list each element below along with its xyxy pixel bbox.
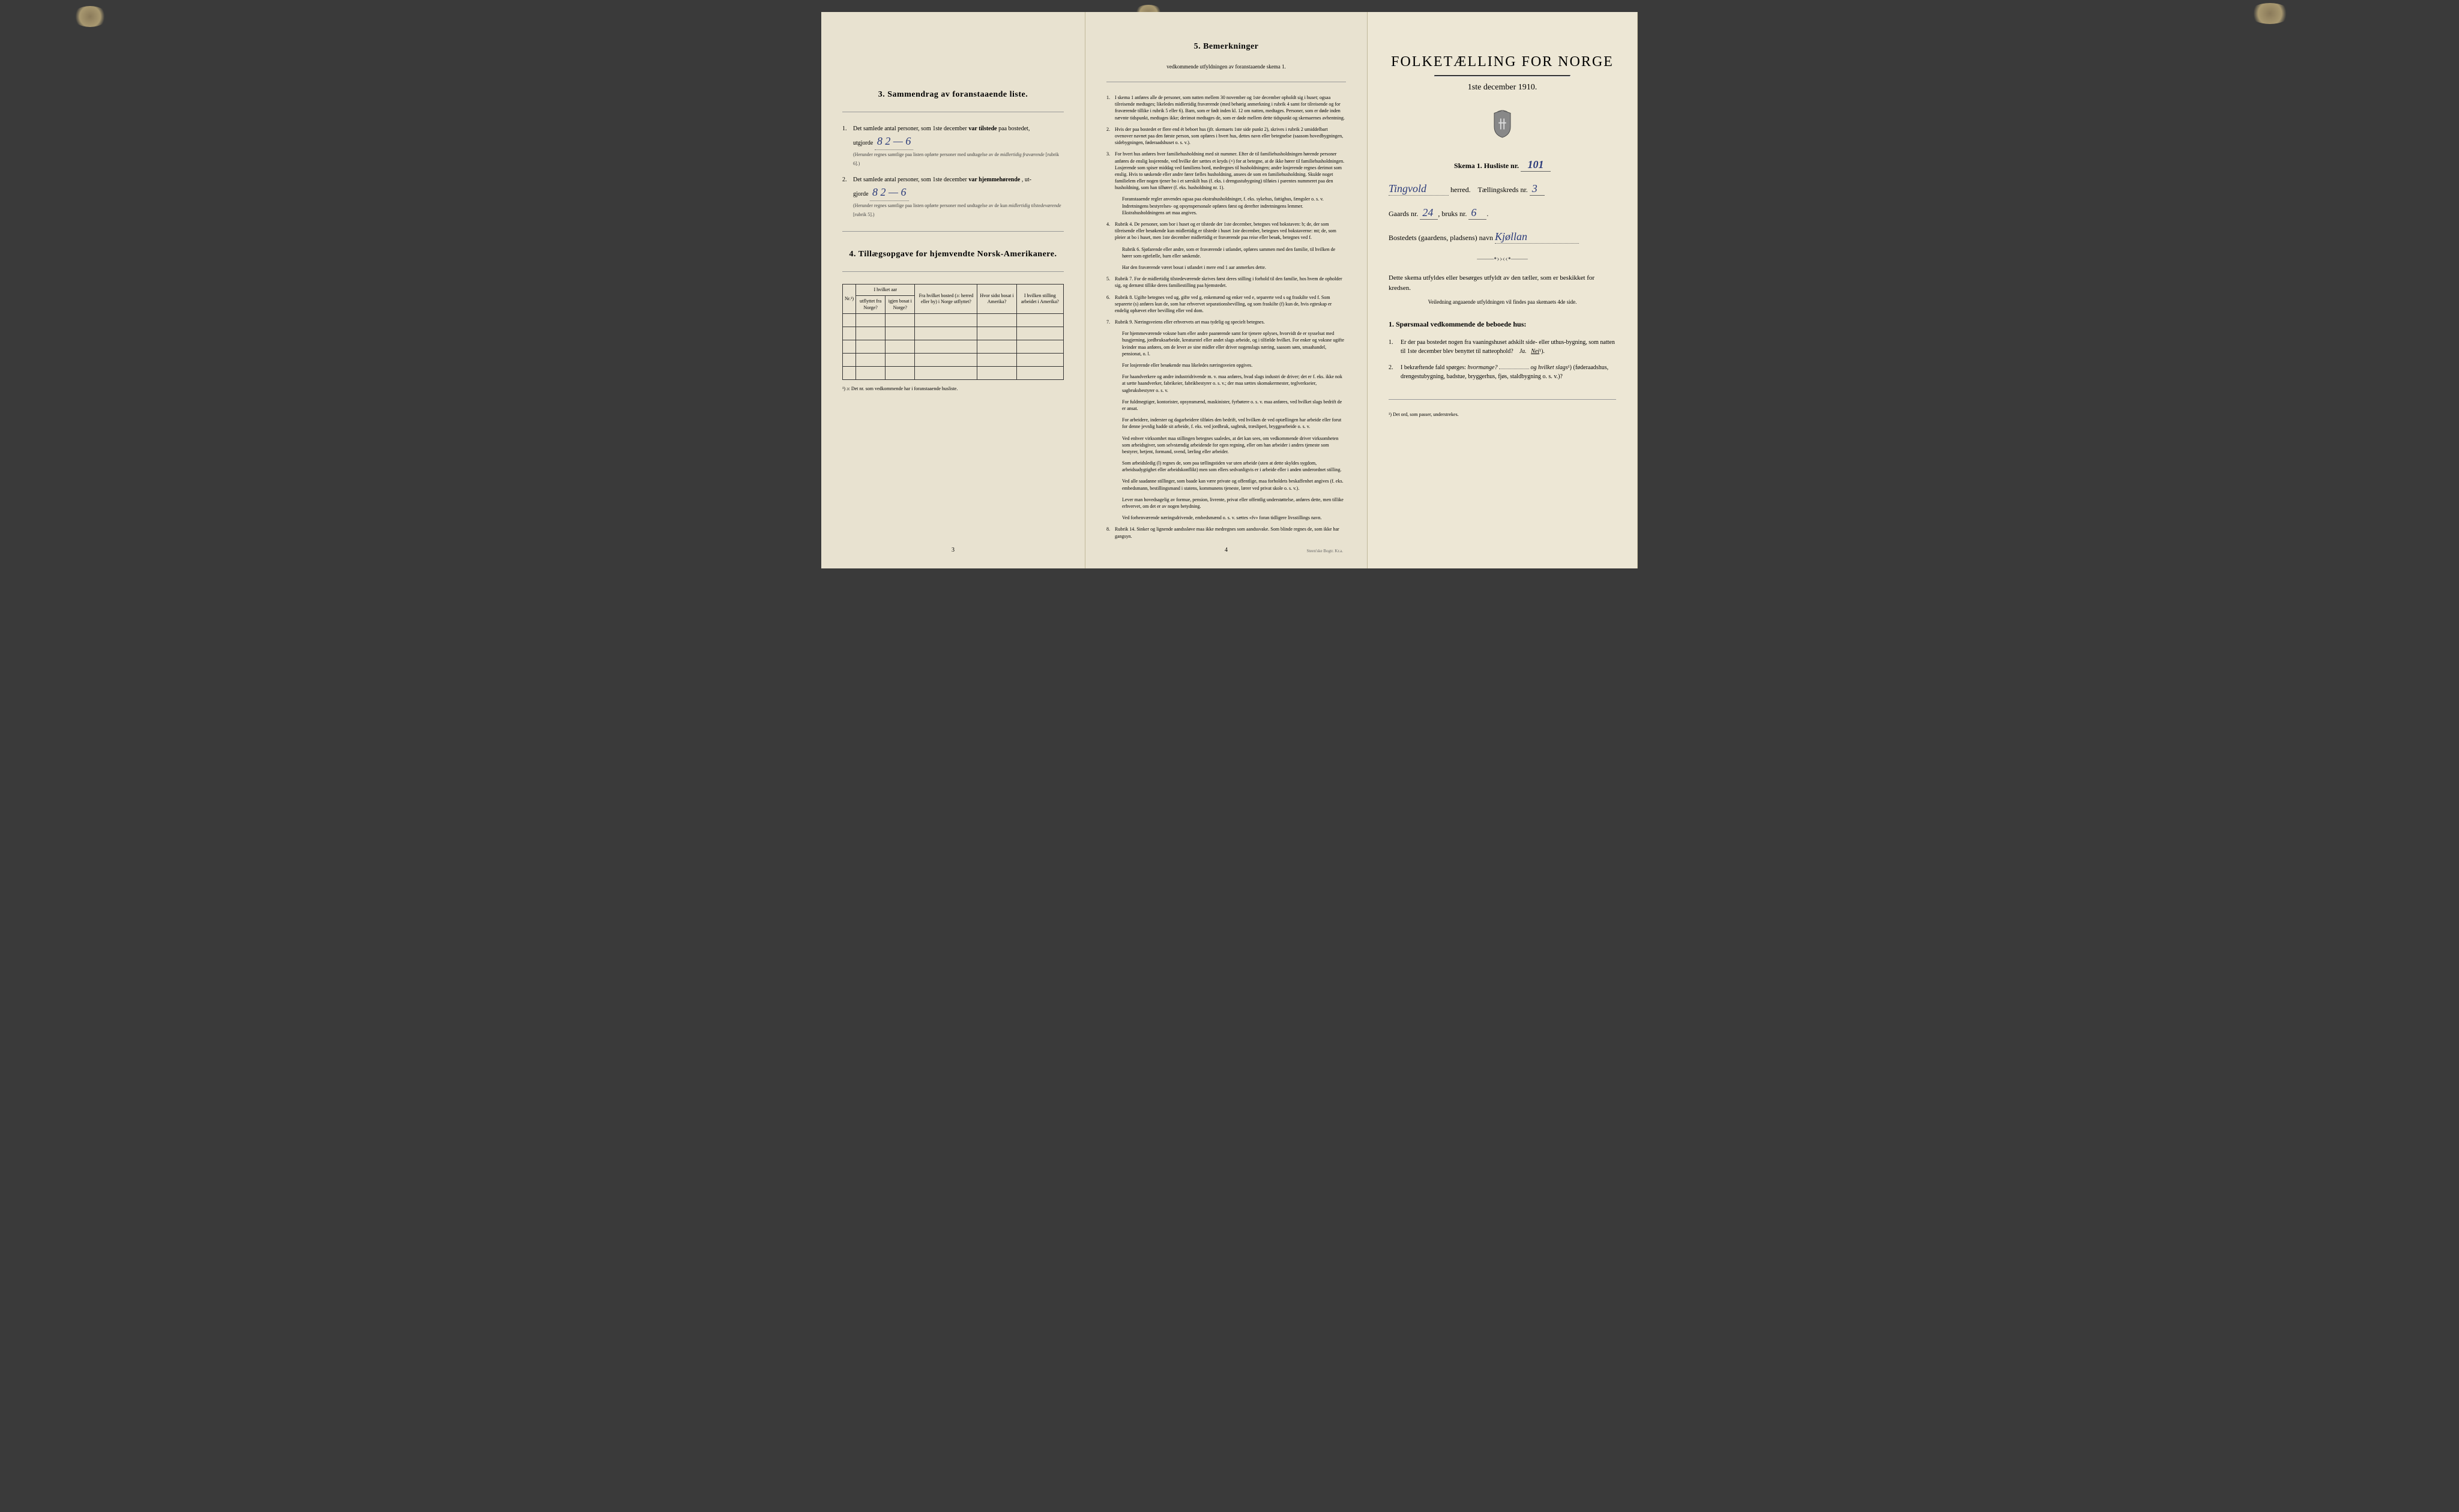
page-3: 3. Sammendrag av foranstaaende liste. 1.… xyxy=(821,12,1085,568)
remark-item: Har den fraværende været bosat i utlande… xyxy=(1106,264,1346,271)
questions-title: 1. Spørsmaal vedkommende de beboede hus: xyxy=(1389,320,1616,329)
table-header: Nr.¹) xyxy=(843,285,856,314)
remark-item: Ved enhver virksomhet maa stillingen bet… xyxy=(1106,435,1346,456)
remark-item: For hjemmeværende voksne barn eller andr… xyxy=(1106,330,1346,357)
remark-item: Ved alle saadanne stillinger, som baade … xyxy=(1106,478,1346,491)
question-1: 1. Er der paa bostedet nogen fra vaaning… xyxy=(1389,338,1616,356)
instructions-note: Veiledning angaaende utfyldningen vil fi… xyxy=(1389,299,1616,305)
remark-item: For fuldmegtiger, kontorister, opsynsmæn… xyxy=(1106,399,1346,412)
husliste-nr: 101 xyxy=(1521,158,1551,172)
footnote: ¹) Det ord, som passer, understrekes. xyxy=(1389,412,1616,417)
remark-item: 5.Rubrik 7. For de midlertidig tilstedev… xyxy=(1106,276,1346,289)
remark-item: 3.For hvert hus anføres hver familiehush… xyxy=(1106,151,1346,191)
bosted-name: Kjøllan xyxy=(1495,230,1579,244)
remarks-list: 1.I skema 1 anføres alle de personer, so… xyxy=(1106,94,1346,540)
page-number: 4 xyxy=(1225,547,1228,553)
census-document: 3. Sammendrag av foranstaaende liste. 1.… xyxy=(821,12,1638,568)
divider xyxy=(842,231,1064,232)
handwritten-count-1: 8 2 — 6 xyxy=(875,133,914,150)
remark-item: Som arbeidsledig (l) regnes de, som paa … xyxy=(1106,460,1346,473)
damage-stain xyxy=(2249,3,2291,24)
emigrant-table: Nr.¹) I hvilket aar Fra hvilket bosted (… xyxy=(842,284,1064,380)
bruks-nr: 6 xyxy=(1468,206,1486,220)
summary-item-2: 2. Det samlede antal personer, som 1ste … xyxy=(842,175,1064,219)
ornament: ――•››‹‹•―― xyxy=(1389,255,1616,264)
remark-item: For arbeidere, inderster og dagarbeidere… xyxy=(1106,417,1346,430)
remark-item: Ved forhenværende næringsdrivende, embed… xyxy=(1106,514,1346,521)
remark-item: Rubrik 6. Sjøfarende eller andre, som er… xyxy=(1106,246,1346,259)
table-header: Fra hvilket bosted (ɔ: herred eller by) … xyxy=(915,285,977,314)
remark-item: For haandverkere og andre industridriven… xyxy=(1106,373,1346,394)
table-header: utflyttet fra Norge? xyxy=(856,296,886,314)
coat-of-arms xyxy=(1389,107,1616,143)
schema-line: Skema 1. Husliste nr. 101 xyxy=(1389,158,1616,172)
table-header: Hvor sidst bosat i Amerika? xyxy=(977,285,1016,314)
table-header: I hvilken stilling arbeidet i Amerika? xyxy=(1016,285,1063,314)
gaards-line: Gaards nr. 24, bruks nr. 6. xyxy=(1389,206,1616,220)
table-footnote: ¹) ɔ: Det nr. som vedkommende har i fora… xyxy=(842,386,1064,391)
instructions-text: Dette skema utfyldes eller besørges utfy… xyxy=(1389,273,1616,293)
table-header: igjen bosat i Norge? xyxy=(886,296,915,314)
page-4: 5. Bemerkninger vedkommende utfyldningen… xyxy=(1085,12,1368,568)
remark-item: 6.Rubrik 8. Ugifte betegnes ved ug, gift… xyxy=(1106,294,1346,315)
herred-line: Tingvold herred. Tællingskreds nr. 3 xyxy=(1389,182,1616,196)
page-number: 3 xyxy=(952,547,955,553)
section-5-subtitle: vedkommende utfyldningen av foranstaaend… xyxy=(1106,64,1346,70)
table-header: I hvilket aar xyxy=(856,285,915,296)
printer-mark: Steen'ske Bogtr. Kr.a. xyxy=(1306,549,1343,553)
remark-item: Foranstaaende regler anvendes ogsaa paa … xyxy=(1106,196,1346,216)
question-2: 2. I bekræftende fald spørges: hvormange… xyxy=(1389,363,1616,381)
main-title: FOLKETÆLLING FOR NORGE xyxy=(1389,54,1616,70)
section-4-title: 4. Tillægsopgave for hjemvendte Norsk-Am… xyxy=(842,250,1064,259)
section-3-title: 3. Sammendrag av foranstaaende liste. xyxy=(842,90,1064,100)
gaards-nr: 24 xyxy=(1420,206,1438,220)
page-cover: FOLKETÆLLING FOR NORGE 1ste december 191… xyxy=(1368,12,1638,568)
remark-item: 1.I skema 1 anføres alle de personer, so… xyxy=(1106,94,1346,121)
bosted-line: Bostedets (gaardens, pladsens) navn Kjøl… xyxy=(1389,230,1616,244)
remark-item: 8.Rubrik 14. Sinker og lignende aandsslø… xyxy=(1106,526,1346,539)
kreds-nr: 3 xyxy=(1530,182,1545,196)
remark-item: For losjerende eller besøkende maa likel… xyxy=(1106,362,1346,369)
remark-item: 2.Hvis der paa bostedet er flere end ét … xyxy=(1106,126,1346,146)
answer-nei-underlined: Nei xyxy=(1531,348,1539,355)
remark-item: Lever man hovedsagelig av formue, pensio… xyxy=(1106,496,1346,510)
section-5-title: 5. Bemerkninger xyxy=(1106,42,1346,52)
remark-item: 7.Rubrik 9. Næringsveiens eller erhverve… xyxy=(1106,319,1346,325)
remark-item: 4.Rubrik 4. De personer, som bor i huset… xyxy=(1106,221,1346,241)
herred-name: Tingvold xyxy=(1389,182,1449,196)
handwritten-count-2: 8 2 — 6 xyxy=(870,184,909,201)
summary-item-1: 1. Det samlede antal personer, som 1ste … xyxy=(842,124,1064,168)
divider xyxy=(1389,399,1616,400)
title-rule xyxy=(1434,75,1570,77)
damage-stain xyxy=(72,6,108,27)
divider xyxy=(842,271,1064,272)
census-date: 1ste december 1910. xyxy=(1389,83,1616,92)
